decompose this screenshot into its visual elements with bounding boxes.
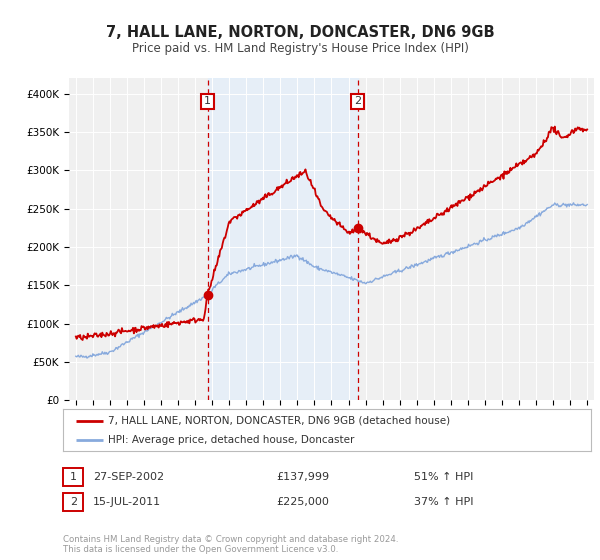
Text: 37% ↑ HPI: 37% ↑ HPI bbox=[414, 497, 473, 507]
Text: 1: 1 bbox=[204, 96, 211, 106]
Bar bbox=[208, 78, 358, 400]
Text: Price paid vs. HM Land Registry's House Price Index (HPI): Price paid vs. HM Land Registry's House … bbox=[131, 42, 469, 55]
Text: 2: 2 bbox=[70, 497, 77, 507]
Text: 27-SEP-2002: 27-SEP-2002 bbox=[93, 472, 164, 482]
Text: Contains HM Land Registry data © Crown copyright and database right 2024.
This d: Contains HM Land Registry data © Crown c… bbox=[63, 535, 398, 554]
Text: 15-JUL-2011: 15-JUL-2011 bbox=[93, 497, 161, 507]
Text: 1: 1 bbox=[70, 472, 77, 482]
Text: 2: 2 bbox=[354, 96, 361, 106]
Text: £225,000: £225,000 bbox=[276, 497, 329, 507]
Text: HPI: Average price, detached house, Doncaster: HPI: Average price, detached house, Donc… bbox=[108, 435, 354, 445]
Text: £137,999: £137,999 bbox=[276, 472, 329, 482]
Text: 7, HALL LANE, NORTON, DONCASTER, DN6 9GB (detached house): 7, HALL LANE, NORTON, DONCASTER, DN6 9GB… bbox=[108, 416, 450, 426]
Text: 7, HALL LANE, NORTON, DONCASTER, DN6 9GB: 7, HALL LANE, NORTON, DONCASTER, DN6 9GB bbox=[106, 25, 494, 40]
Text: 51% ↑ HPI: 51% ↑ HPI bbox=[414, 472, 473, 482]
